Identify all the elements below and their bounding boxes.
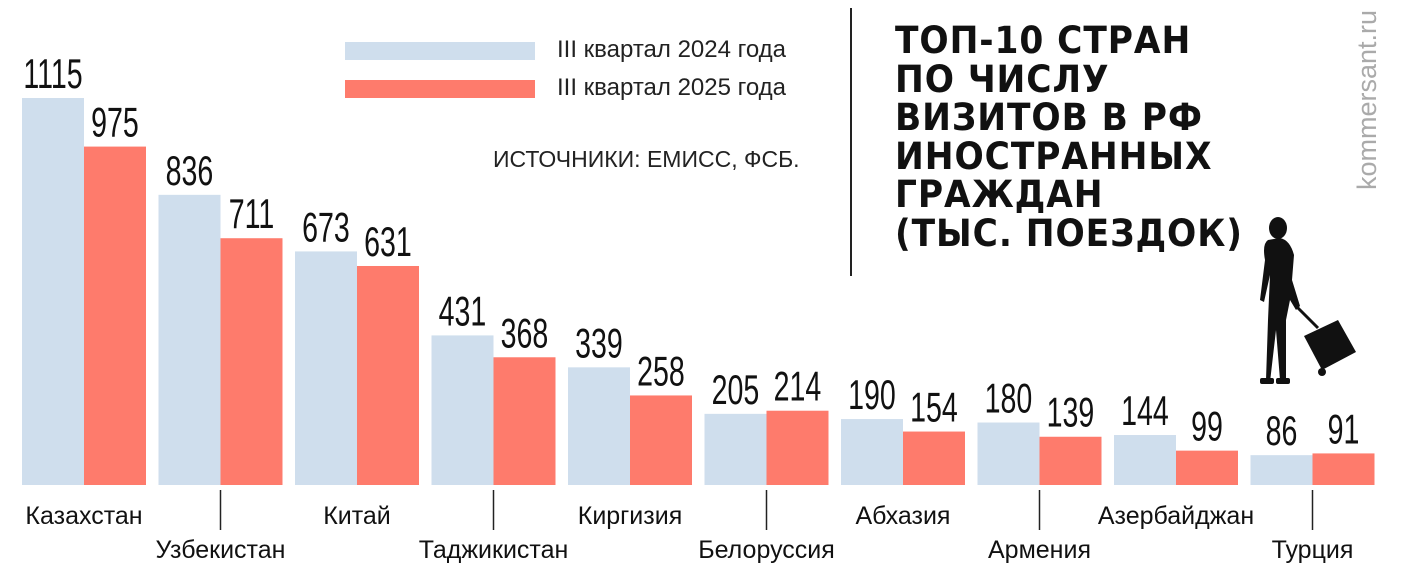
data-label: 631 — [364, 217, 412, 265]
bar-2025 — [766, 410, 829, 485]
bar-2024 — [431, 335, 494, 485]
data-label: 99 — [1191, 402, 1223, 450]
bar-2025 — [357, 265, 419, 485]
data-label: 836 — [166, 146, 214, 194]
bar-2025 — [84, 146, 146, 486]
title-line: ВИЗИТОВ В РФ — [895, 96, 1203, 139]
bar-2024 — [568, 367, 630, 485]
title-line: ГРАЖДАН — [895, 173, 1104, 216]
category-label: Китай — [323, 502, 391, 530]
category-label: Армения — [988, 536, 1091, 564]
category-label: Турция — [1272, 536, 1354, 564]
data-label: 975 — [91, 98, 139, 146]
category-label: Белоруссия — [698, 536, 835, 564]
bar-2024 — [1114, 435, 1176, 485]
data-label: 139 — [1047, 388, 1095, 436]
bar-2024 — [295, 251, 357, 485]
data-label: 86 — [1266, 407, 1298, 455]
bar-2024 — [704, 413, 767, 485]
bar-2025 — [493, 357, 556, 485]
legend-swatch-2025 — [345, 80, 535, 98]
data-label: 205 — [712, 365, 760, 413]
title-line: ИНОСТРАННЫХ — [895, 134, 1213, 178]
divider — [850, 8, 852, 276]
title-line: (ТЫС. ПОЕЗДОК) — [895, 211, 1243, 255]
category-label: Азербайджан — [1098, 502, 1254, 530]
data-label: 144 — [1121, 386, 1169, 434]
category-label: Таджикистан — [419, 536, 569, 564]
data-label: 368 — [501, 309, 549, 357]
data-label: 91 — [1328, 405, 1360, 453]
bar-2024 — [158, 194, 221, 485]
category-label: Абхазия — [856, 502, 951, 530]
chart-title: ТОП-10 СТРАН ПО ЧИСЛУ ВИЗИТОВ В РФ ИНОСТ… — [895, 19, 1243, 255]
source-note: ИСТОЧНИКИ: ЕМИСС, ФСБ. — [493, 146, 800, 172]
data-label: 673 — [302, 203, 350, 251]
data-label: 339 — [575, 319, 623, 367]
data-label: 258 — [637, 347, 685, 395]
legend-label-2024: III квартал 2024 года — [557, 36, 787, 63]
legend-swatch-2024 — [345, 42, 535, 60]
category-label: Казахстан — [25, 502, 142, 530]
data-label: 190 — [848, 370, 896, 418]
title-line: ПО ЧИСЛУ — [895, 57, 1110, 101]
data-label: 154 — [910, 383, 958, 431]
brand-watermark: kommersant.ru — [1352, 9, 1382, 190]
bar-2024 — [841, 419, 903, 485]
legend-label-2025: III квартал 2025 года — [557, 74, 787, 101]
data-label: 180 — [985, 374, 1033, 422]
bar-2024 — [22, 98, 84, 485]
data-label: 1115 — [23, 49, 82, 97]
category-label: Узбекистан — [156, 536, 286, 564]
bar-2025 — [220, 238, 283, 485]
bar-2024 — [1250, 455, 1313, 485]
bar-2024 — [977, 422, 1040, 485]
bar-2025 — [630, 395, 692, 485]
category-label: Киргизия — [578, 502, 682, 530]
bar-2025 — [903, 431, 965, 485]
bar-2025 — [1039, 436, 1102, 485]
bar-2025 — [1176, 450, 1238, 485]
data-label: 214 — [774, 362, 822, 410]
data-label: 431 — [439, 287, 487, 335]
data-label: 711 — [229, 190, 275, 238]
bar-2025 — [1312, 453, 1375, 485]
title-line: ТОП-10 СТРАН — [895, 19, 1192, 62]
